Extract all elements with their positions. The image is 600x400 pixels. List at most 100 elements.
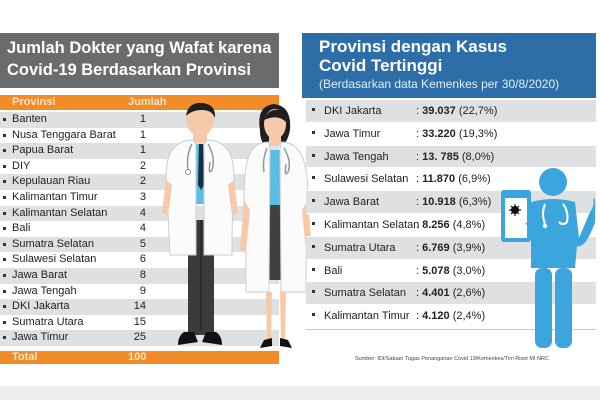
bullet-icon bbox=[3, 305, 6, 309]
case-value: : 5.078 (3,0%) bbox=[416, 265, 485, 277]
death-count: 1 bbox=[139, 144, 146, 157]
list-item: Kalimantan Timur : 4.120 (2,4%) bbox=[306, 305, 596, 328]
doctor-table-total: Total 100 bbox=[0, 351, 279, 364]
bullet-icon bbox=[3, 195, 6, 199]
death-count: 14 bbox=[133, 300, 146, 313]
bullet-icon bbox=[3, 180, 6, 184]
table-row: Jawa Tengah 9 bbox=[0, 284, 279, 300]
province-name: Sumatra Utara bbox=[12, 315, 84, 328]
bullet-icon bbox=[3, 336, 6, 340]
province-name: Sulawesi Selatan bbox=[12, 253, 97, 266]
bullet-icon bbox=[3, 211, 6, 215]
province-name: Jawa Timur bbox=[12, 331, 69, 344]
right-title-line1: Provinsi dengan Kasus bbox=[319, 37, 507, 56]
province-name: Kalimantan Selatan bbox=[324, 218, 420, 231]
case-count: 10.918 bbox=[422, 196, 456, 209]
case-value: : 8.256 (4,8%) bbox=[416, 219, 485, 231]
table-row: Sulawesi Selatan 6 bbox=[0, 252, 279, 268]
right-title-line2: Covid Tertinggi bbox=[319, 56, 443, 75]
table-row: Sumatra Utara 15 bbox=[0, 315, 279, 331]
case-value: : 33.220 (19,3%) bbox=[416, 128, 497, 140]
separator: : bbox=[416, 264, 423, 277]
bullet-icon bbox=[3, 164, 6, 168]
province-name: DKI Jakarta bbox=[12, 300, 70, 313]
case-count: 11.870 bbox=[422, 173, 456, 186]
death-count: 4 bbox=[139, 206, 146, 219]
female-doctor-icon bbox=[240, 104, 312, 348]
case-value: : 10.918 (6,3%) bbox=[416, 196, 491, 208]
case-count: 4.120 bbox=[422, 310, 450, 323]
bullet-icon bbox=[312, 290, 315, 294]
province-name: Sumatra Utara bbox=[324, 241, 396, 254]
column-count: Jumlah bbox=[128, 96, 167, 108]
province-name: Jawa Tengah bbox=[324, 150, 389, 163]
left-panel-title: Jumlah Dokter yang Wafat karena Covid-19… bbox=[0, 33, 279, 88]
bullet-icon bbox=[312, 244, 315, 248]
province-name: Sumatra Selatan bbox=[12, 237, 94, 250]
bullet-icon bbox=[3, 118, 6, 121]
bullet-icon bbox=[312, 313, 315, 317]
death-count: 2 bbox=[139, 175, 146, 188]
table-row: Nusa Tenggara Barat 1 bbox=[0, 128, 279, 144]
list-item: Sumatra Utara : 6.769 (3,9%) bbox=[306, 236, 596, 260]
province-name: Kepulauan Riau bbox=[12, 175, 91, 188]
case-percent: (3,0%) bbox=[452, 264, 486, 277]
province-name: Jawa Barat bbox=[12, 268, 68, 281]
table-row: Bali 4 bbox=[0, 221, 279, 237]
case-percent: (3,9%) bbox=[452, 241, 486, 254]
case-count: 8.256 bbox=[422, 218, 450, 231]
right-panel-title: Provinsi dengan Kasus Covid Tertinggi (B… bbox=[302, 33, 596, 98]
bullet-icon bbox=[3, 133, 6, 137]
table-row: Kalimantan Timur 3 bbox=[0, 190, 279, 206]
case-count: 13. 785 bbox=[422, 150, 459, 163]
death-count: 5 bbox=[139, 237, 146, 250]
bullet-icon bbox=[3, 149, 6, 153]
province-name: Banten bbox=[12, 113, 47, 125]
case-value: : 6.769 (3,9%) bbox=[416, 242, 485, 254]
separator: : bbox=[416, 218, 423, 231]
death-count: 4 bbox=[139, 222, 146, 235]
case-percent: (19,3%) bbox=[458, 127, 498, 140]
doctors-illustration-icon bbox=[162, 102, 312, 348]
province-name: Kalimantan Timur bbox=[324, 310, 410, 323]
separator: : bbox=[416, 105, 423, 117]
bullet-icon bbox=[312, 108, 315, 111]
bullet-icon bbox=[3, 258, 6, 262]
cases-list-divider bbox=[306, 329, 596, 330]
bullet-icon bbox=[3, 320, 6, 324]
separator: : bbox=[416, 127, 423, 140]
cases-list: DKI Jakarta: 39.037 (22,7%) Jawa Timur: 3… bbox=[306, 100, 596, 328]
case-value: : 13. 785 (8,0%) bbox=[416, 151, 494, 163]
bullet-icon bbox=[312, 153, 315, 157]
left-title-line2: Covid-19 Berdasarkan Provinsi bbox=[7, 61, 251, 79]
right-subtitle: (Berdasarkan data Kemenkes per 30/8/2020… bbox=[319, 77, 560, 91]
death-count: 15 bbox=[133, 315, 146, 328]
death-count: 6 bbox=[139, 253, 146, 266]
case-count: 39.037 bbox=[422, 105, 456, 117]
death-count: 2 bbox=[139, 159, 146, 172]
case-percent: (2,6%) bbox=[452, 287, 486, 300]
bullet-icon bbox=[3, 273, 6, 277]
separator: : bbox=[416, 173, 423, 186]
province-name: Bali bbox=[12, 222, 31, 235]
case-count: 6.769 bbox=[422, 241, 450, 254]
total-label: Total bbox=[12, 351, 38, 363]
bullet-icon bbox=[312, 199, 315, 203]
case-percent: (22,7%) bbox=[458, 105, 498, 117]
bullet-icon bbox=[3, 242, 6, 246]
bullet-icon bbox=[3, 289, 6, 293]
case-percent: (6,3%) bbox=[458, 196, 492, 209]
bullet-icon bbox=[3, 227, 6, 231]
case-value: : 4.120 (2,4%) bbox=[416, 310, 485, 322]
case-value: : 4.401 (2,6%) bbox=[416, 287, 485, 299]
case-count: 33.220 bbox=[422, 127, 456, 140]
list-item: Sulawesi Selatan: 11.870 (6,9%) bbox=[306, 168, 596, 192]
case-count: 4.401 bbox=[422, 287, 450, 300]
province-name: Sulawesi Selatan bbox=[324, 173, 409, 186]
bullet-icon bbox=[312, 130, 315, 134]
province-name: Nusa Tenggara Barat bbox=[12, 128, 116, 141]
list-item: DKI Jakarta: 39.037 (22,7%) bbox=[306, 100, 596, 123]
province-name: Jawa Tengah bbox=[12, 284, 77, 297]
province-name: DKI Jakarta bbox=[324, 105, 382, 117]
death-count: 9 bbox=[139, 284, 146, 297]
